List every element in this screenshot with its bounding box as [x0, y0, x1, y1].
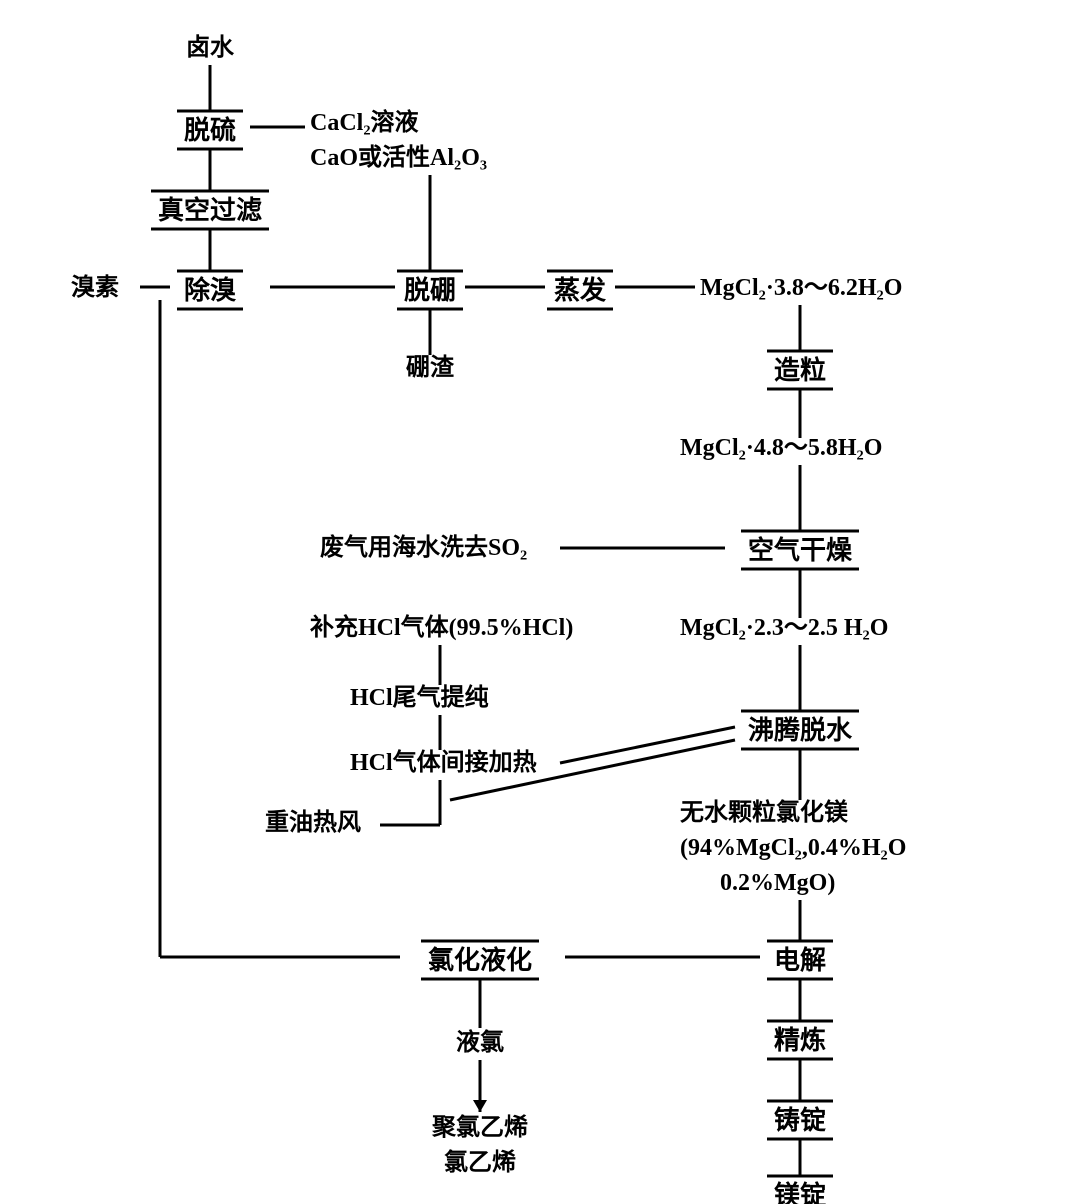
flow-node-mgingot: 镁锭 [767, 1176, 833, 1204]
label-liqcl: 液氯 [456, 1028, 504, 1056]
node-label-desulf: 脱硫 [184, 115, 236, 145]
label-pvc1: 聚氯乙烯 [431, 1113, 528, 1141]
label-hcl995: 补充HCl气体(99.5%HCl) [310, 613, 573, 641]
label-bromine: 溴素 [71, 273, 119, 301]
node-label-chlorliq: 氯化液化 [428, 945, 532, 975]
label-hcltail: HCl尾气提纯 [350, 683, 489, 711]
node-label-mgingot: 镁锭 [774, 1180, 826, 1204]
label-anhydrous3: 0.2%MgO) [720, 870, 835, 896]
node-label-vacuum: 真空过滤 [158, 195, 262, 225]
node-label-electrolysis: 电解 [774, 946, 826, 975]
node-label-deboron: 脱硼 [404, 276, 456, 305]
label-boronslag: 硼渣 [406, 354, 455, 381]
label-so2wash: 废气用海水洗去SO₂ [320, 533, 527, 561]
flow-node-debromo: 除溴 [177, 271, 243, 309]
label-anhydrous1: 无水颗粒氯化镁 [680, 798, 848, 826]
flow-node-chlorliq: 氯化液化 [421, 941, 539, 979]
node-label-airdry: 空气干燥 [748, 535, 853, 565]
flow-node-refine: 精炼 [767, 1021, 833, 1059]
node-label-debromo: 除溴 [184, 275, 237, 305]
label-mgcl48: MgCl₂·4.8～5.8H₂O [680, 435, 882, 461]
node-label-casting: 铸锭 [774, 1105, 826, 1135]
label-cacl2: CaCl₂溶液 [310, 108, 419, 136]
node-label-refine: 精炼 [774, 1026, 826, 1055]
flow-node-granulate: 造粒 [767, 351, 833, 389]
node-label-granulate: 造粒 [774, 355, 826, 385]
label-mgcl23: MgCl₂·2.3～2.5 H₂O [680, 615, 888, 641]
flow-node-casting: 铸锭 [767, 1101, 833, 1139]
flow-node-desulf: 脱硫 [177, 111, 243, 149]
label-mgcl38: MgCl₂·3.8～6.2H₂O [700, 275, 902, 301]
label-anhydrous2: (94%MgCl₂,0.4%H₂O [680, 835, 906, 861]
label-hclheat: HCl气体间接加热 [350, 748, 537, 776]
flow-node-deboron: 脱硼 [397, 271, 463, 309]
node-label-boildry: 沸腾脱水 [748, 716, 853, 745]
node-label-evap: 蒸发 [554, 275, 606, 305]
flow-node-electrolysis: 电解 [767, 941, 833, 979]
flow-node-evap: 蒸发 [547, 271, 613, 309]
flow-node-boildry: 沸腾脱水 [741, 711, 859, 749]
label-heavyoil: 重油热风 [265, 809, 361, 836]
flow-node-airdry: 空气干燥 [741, 531, 859, 569]
label-brine: 卤水 [186, 34, 235, 61]
flow-node-vacuum: 真空过滤 [151, 191, 269, 229]
label-cao: CaO或活性Al₂O₃ [310, 144, 487, 171]
label-pvc2: 氯乙烯 [444, 1148, 516, 1176]
